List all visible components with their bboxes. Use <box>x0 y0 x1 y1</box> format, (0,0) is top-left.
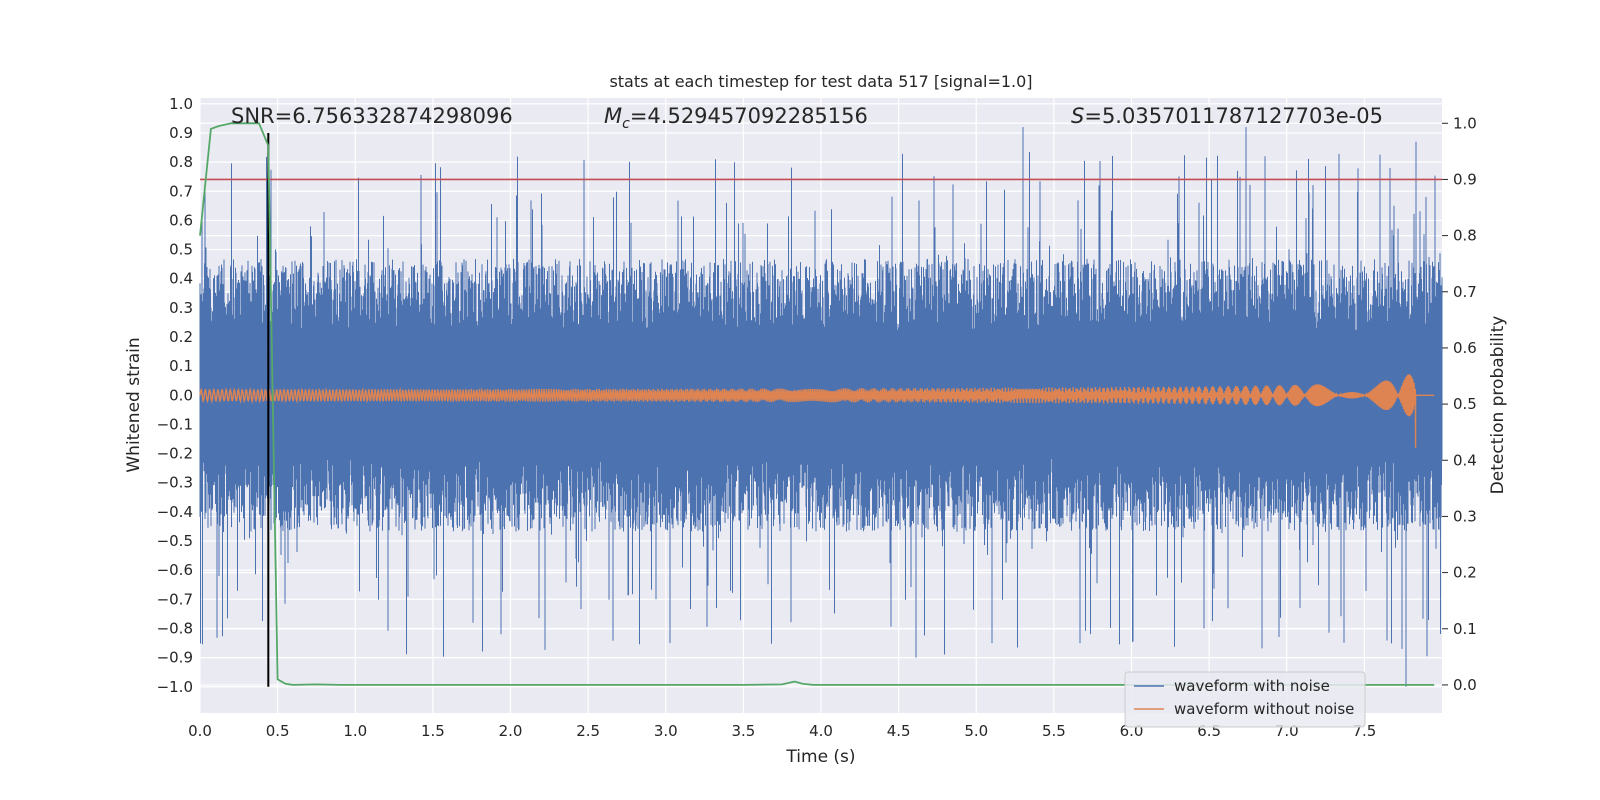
right-y-tick-label: 0.5 <box>1453 395 1477 413</box>
right-y-tick-label: 0.8 <box>1453 227 1477 245</box>
s-value: =5.0357011787127703e-05 <box>1084 104 1383 128</box>
chirp-mass-annotation: Mc=4.529457092285156 <box>604 104 868 132</box>
x-tick-label: 1.5 <box>421 722 445 740</box>
series-waveform-without-noise <box>199 374 1435 448</box>
y-tick-label: 0.2 <box>169 328 193 346</box>
y-tick-label: 0.9 <box>169 124 193 142</box>
y-tick-label: −1.0 <box>157 678 193 696</box>
y-tick-label: 0.7 <box>169 182 193 200</box>
x-tick-label: 5.5 <box>1042 722 1066 740</box>
right-y-tick-label: 0.2 <box>1453 564 1477 582</box>
x-tick-label: 1.0 <box>343 722 367 740</box>
legend: waveform with noise waveform without noi… <box>1124 671 1366 728</box>
x-tick-label: 3.5 <box>731 722 755 740</box>
right-y-tick-label: 0.6 <box>1453 339 1477 357</box>
y-tick-label: −0.2 <box>157 445 193 463</box>
y-tick-label: −0.3 <box>157 474 193 492</box>
right-y-axis-label: Detection probability <box>1488 316 1508 495</box>
y-tick-label: −0.4 <box>157 503 193 521</box>
right-y-tick-label: 0.4 <box>1453 451 1477 469</box>
chirp-mass-value: =4.529457092285156 <box>630 104 868 128</box>
x-tick-label: 2.0 <box>499 722 523 740</box>
right-y-tick-label: 0.1 <box>1453 620 1477 638</box>
legend-label-noise: waveform with noise <box>1174 677 1330 695</box>
right-y-tick-label: 0.9 <box>1453 170 1477 188</box>
right-y-tick-label: 0.3 <box>1453 507 1477 525</box>
y-tick-label: −0.9 <box>157 649 193 667</box>
x-tick-label: 5.0 <box>964 722 988 740</box>
y-tick-label: 0.5 <box>169 241 193 259</box>
y-tick-label: −0.6 <box>157 561 193 579</box>
chirp-trace <box>199 374 1435 448</box>
snr-annotation: SNR=6.756332874298096 <box>231 104 513 128</box>
y-tick-label: −0.1 <box>157 415 193 433</box>
y-tick-label: −0.8 <box>157 619 193 637</box>
y-tick-label: 0.6 <box>169 211 193 229</box>
right-y-tick-label: 0.7 <box>1453 283 1477 301</box>
chart-title: stats at each timestep for test data 517… <box>609 72 1032 91</box>
overlay-lines <box>199 122 1442 687</box>
x-axis-label: Time (s) <box>785 747 855 767</box>
y-tick-label: 0.1 <box>169 357 193 375</box>
detection-probability-line <box>199 122 1435 686</box>
right-y-tick-label: 0.0 <box>1453 676 1477 694</box>
y-tick-label: 0.0 <box>169 386 193 404</box>
y-axis-label: Whitened strain <box>124 337 144 472</box>
y-tick-label: −0.5 <box>157 532 193 550</box>
right-y-tick-label: 1.0 <box>1453 114 1477 132</box>
y-tick-label: 0.8 <box>169 153 193 171</box>
y-tick-label: −0.7 <box>157 590 193 608</box>
y-tick-label: 0.3 <box>169 299 193 317</box>
s-symbol: S <box>1071 104 1084 128</box>
y-tick-label: 1.0 <box>169 95 193 113</box>
x-tick-label: 4.5 <box>887 722 911 740</box>
chirp-mass-symbol: M <box>604 104 622 128</box>
axis-ticks: 0.0 0.5 1.0 1.5 2.0 2.5 3.0 3.5 4.0 4.5 5.0 5.5 6.0 6… <box>157 95 1477 740</box>
x-tick-label: 2.5 <box>576 722 600 740</box>
legend-box <box>1124 671 1366 728</box>
y-tick-label: 0.4 <box>169 270 193 288</box>
x-tick-label: 3.0 <box>654 722 678 740</box>
x-tick-label: 0.5 <box>266 722 290 740</box>
s-annotation: S=5.0357011787127703e-05 <box>1071 104 1383 128</box>
chirp-mass-subscript: c <box>622 116 630 132</box>
x-tick-label: 0.0 <box>188 722 212 740</box>
x-tick-label: 4.0 <box>809 722 833 740</box>
legend-label-clean: waveform without noise <box>1174 700 1354 718</box>
